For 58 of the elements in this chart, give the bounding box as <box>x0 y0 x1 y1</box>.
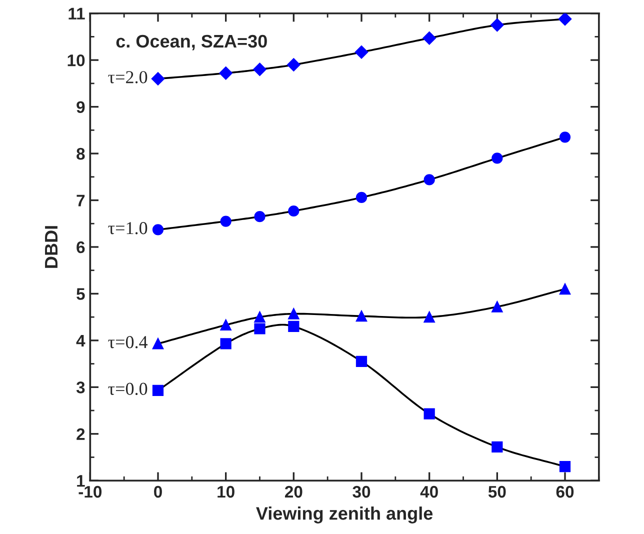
y-tick-label: 7 <box>76 194 85 206</box>
point <box>424 174 435 186</box>
x-tick-label: 0 <box>154 486 162 498</box>
point <box>287 58 300 72</box>
point <box>559 461 571 472</box>
point <box>254 312 266 323</box>
text: c. Ocean, SZA=30 <box>116 34 267 50</box>
point <box>356 356 368 368</box>
point <box>559 283 571 295</box>
point <box>356 192 368 203</box>
point <box>220 319 232 331</box>
y-tick-label: 1 <box>77 475 85 487</box>
x-axis-title: Viewing zenith angle <box>256 506 433 524</box>
point <box>492 441 503 453</box>
y-tick-label: 2 <box>76 428 85 440</box>
point <box>254 323 266 334</box>
y-tick-label: 4 <box>76 335 86 346</box>
x-tick-label: 10 <box>218 486 234 498</box>
x-tick-label: 60 <box>556 486 574 498</box>
x-tick-label: 30 <box>352 486 370 498</box>
point <box>288 320 300 332</box>
point <box>288 308 300 320</box>
series-label: τ=2.0 <box>108 71 148 84</box>
point <box>354 46 368 59</box>
point <box>288 205 300 217</box>
x-tick-label: 50 <box>488 486 506 498</box>
point <box>152 338 164 350</box>
y-tick-label: 5 <box>76 288 85 300</box>
point <box>356 310 368 322</box>
x-tick-label: 20 <box>284 486 302 498</box>
point <box>492 152 503 164</box>
point <box>219 66 232 80</box>
point <box>490 18 504 32</box>
y-tick-label: 11 <box>68 8 85 20</box>
y-tick-label: 6 <box>76 241 85 254</box>
point <box>152 224 164 236</box>
point <box>559 132 571 143</box>
x-tick-label: -10 <box>78 486 102 498</box>
y-axis-title: DBDI <box>45 226 58 268</box>
point <box>220 216 232 227</box>
series-label: τ=1.0 <box>108 222 148 234</box>
point <box>253 62 266 76</box>
series-label: τ=0.0 <box>108 382 148 396</box>
point <box>151 72 165 86</box>
y-tick-label: 9 <box>76 101 85 114</box>
point <box>220 338 232 350</box>
point <box>422 32 436 45</box>
point <box>424 408 435 420</box>
point <box>558 13 572 26</box>
x-tick-label: 40 <box>420 486 438 498</box>
y-tick-label: 3 <box>76 382 85 394</box>
point <box>492 301 503 312</box>
point <box>424 312 435 323</box>
series-label: τ=0.4 <box>108 336 148 348</box>
point <box>152 384 164 396</box>
y-tick-label: 8 <box>76 148 85 160</box>
point <box>254 211 266 222</box>
y-tick-label: 10 <box>68 54 85 66</box>
